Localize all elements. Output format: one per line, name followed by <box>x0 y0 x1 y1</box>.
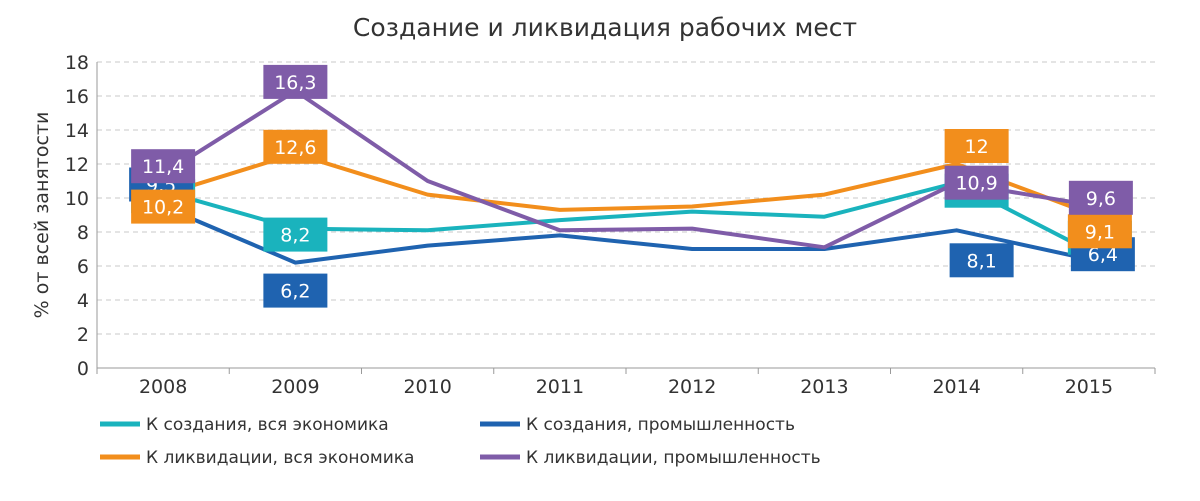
data-labels: 10,48,210,96,99,56,28,16,410,212,6129,11… <box>129 64 1135 308</box>
data-label: 6,4 <box>1088 244 1118 266</box>
y-tick-6: 6 <box>77 256 89 278</box>
data-label-box <box>263 129 328 164</box>
data-label-box <box>263 217 328 252</box>
data-label: 16,3 <box>274 72 316 94</box>
data-label-box <box>944 129 1009 163</box>
x-tick-2012: 2012 <box>668 376 716 398</box>
y-tick-0: 0 <box>77 358 89 380</box>
data-label: 10,2 <box>142 197 184 219</box>
x-tick-2010: 2010 <box>403 376 451 398</box>
y-tick-4: 4 <box>77 290 89 312</box>
y-tick-8: 8 <box>77 222 89 244</box>
data-label-box <box>131 149 196 184</box>
x-tick-2009: 2009 <box>271 376 319 398</box>
legend-label-4: К ликвидации, промышленность <box>526 448 821 468</box>
x-tick-2015: 2015 <box>1065 376 1113 398</box>
data-label-box <box>944 165 1009 200</box>
data-label: 9,6 <box>1086 188 1116 210</box>
chart-title: Создание и ликвидация рабочих мест <box>353 13 857 42</box>
data-label-box <box>1067 214 1132 249</box>
data-label: 10,9 <box>955 173 997 195</box>
x-tick-2011: 2011 <box>536 376 584 398</box>
y-tick-10: 10 <box>65 188 89 210</box>
legend-label-2: К создания, промышленность <box>526 415 795 435</box>
axes: 0 2 4 6 8 10 12 14 16 18 2008 2009 2010 2011 2012 2013 2… <box>65 52 1156 398</box>
data-label-box <box>131 189 196 224</box>
series-line-2 <box>161 204 1091 265</box>
data-label: 6,2 <box>280 281 310 303</box>
data-label: 12,6 <box>274 137 316 159</box>
data-label: 11,4 <box>142 156 184 178</box>
y-tick-16: 16 <box>65 86 89 108</box>
data-label: 12 <box>965 136 989 158</box>
data-label: 8,2 <box>280 225 310 247</box>
legend-label-3: К ликвидации, вся экономика <box>146 448 414 468</box>
x-tick-2014: 2014 <box>932 376 980 398</box>
y-tick-12: 12 <box>65 154 89 176</box>
data-label-box <box>1068 180 1133 215</box>
y-tick-14: 14 <box>65 120 89 142</box>
x-tick-2013: 2013 <box>800 376 848 398</box>
data-label-box <box>949 243 1014 278</box>
series-line-4 <box>161 88 1091 250</box>
y-axis-label: % от всей занятости <box>31 112 53 319</box>
legend: К создания, вся экономика К создания, про… <box>100 415 821 468</box>
y-tick-18: 18 <box>65 52 89 74</box>
data-label: 9,1 <box>1085 221 1115 243</box>
legend-label-1: К создания, вся экономика <box>146 415 389 435</box>
data-label: 8,1 <box>967 250 997 272</box>
data-label-box <box>263 273 328 308</box>
x-tick-2008: 2008 <box>139 376 187 398</box>
data-label-box <box>263 64 328 99</box>
y-tick-2: 2 <box>77 324 89 346</box>
